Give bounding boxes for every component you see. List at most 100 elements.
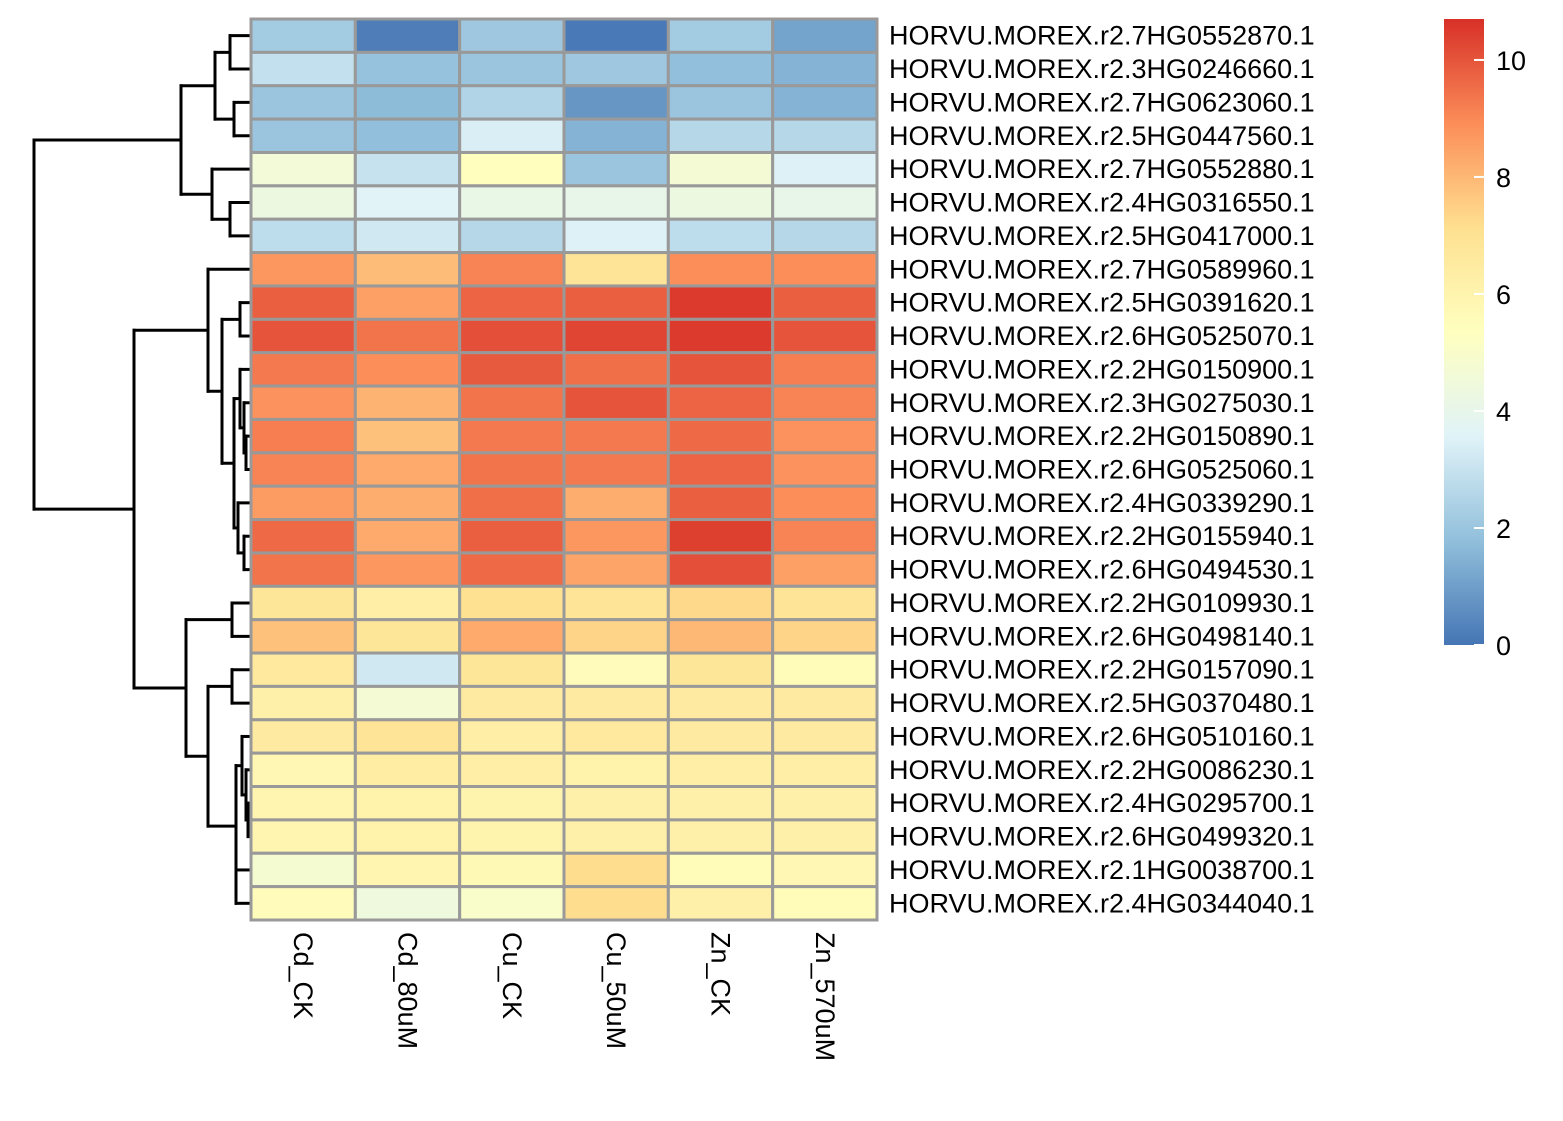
heatmap-cell xyxy=(249,651,357,688)
heatmap-cell xyxy=(353,351,462,388)
heatmap-cell xyxy=(771,351,879,388)
heatmap-cell xyxy=(771,184,879,221)
heatmap-cell xyxy=(771,618,879,655)
colorbar-tick-label: 4 xyxy=(1496,397,1511,427)
heatmap-cell xyxy=(458,684,566,722)
column-label: Cd_80uM xyxy=(393,932,423,1049)
heatmap-cell xyxy=(458,284,566,321)
heatmap-cell xyxy=(249,851,357,889)
colorbar-tick-label: 10 xyxy=(1496,46,1526,76)
row-label: HORVU.MOREX.r2.7HG0589960.1 xyxy=(889,254,1315,284)
column-labels: Cd_CK Cd_80uM Cu_CK Cu_50uM Zn_CK Zn_570uM xyxy=(288,932,840,1061)
heatmap-cell xyxy=(458,551,566,588)
heatmap-cell xyxy=(249,184,357,221)
heatmap-cell xyxy=(353,217,462,255)
heatmap-cell xyxy=(666,317,775,355)
heatmap-cell xyxy=(666,885,775,922)
heatmap-cell xyxy=(458,584,566,622)
heatmap-cell xyxy=(458,150,566,188)
heatmap-cell xyxy=(458,50,566,88)
heatmap-cell xyxy=(562,684,670,722)
row-label: HORVU.MOREX.r2.2HG0155940.1 xyxy=(889,521,1315,551)
heatmap-cell xyxy=(249,50,357,88)
heatmap-cell xyxy=(562,651,670,688)
heatmap-cell xyxy=(666,217,775,255)
heatmap-cell xyxy=(666,84,775,121)
heatmap-cell xyxy=(771,217,879,255)
row-label: HORVU.MOREX.r2.4HG0339290.1 xyxy=(889,488,1315,518)
heatmap-cell xyxy=(562,851,670,889)
heatmap-cell xyxy=(353,451,462,488)
heatmap-cell xyxy=(666,117,775,154)
heatmap-cell xyxy=(666,584,775,622)
heatmap-cell xyxy=(562,718,670,755)
heatmap-cell xyxy=(562,384,670,421)
heatmap-cell xyxy=(249,84,357,121)
heatmap-cell xyxy=(458,217,566,255)
heatmap-cell xyxy=(458,251,566,288)
heatmap-cell xyxy=(562,551,670,588)
heatmap-cell xyxy=(458,117,566,154)
row-label: HORVU.MOREX.r2.2HG0086230.1 xyxy=(889,755,1315,785)
heatmap-cell xyxy=(666,851,775,889)
heatmap-cell xyxy=(353,184,462,221)
heatmap-cell xyxy=(562,317,670,355)
colorbar-gradient xyxy=(1444,19,1484,645)
heatmap-cell xyxy=(249,684,357,722)
heatmap-cell xyxy=(249,885,357,922)
heatmap-cell xyxy=(353,851,462,889)
heatmap-cell xyxy=(249,618,357,655)
heatmap-cell xyxy=(249,818,357,855)
heatmap-cell xyxy=(458,518,566,555)
colorbar-legend: 0 2 4 6 8 10 xyxy=(1444,19,1526,661)
heatmap-cell xyxy=(249,584,357,622)
row-label: HORVU.MOREX.r2.7HG0552870.1 xyxy=(889,21,1315,51)
heatmap-cell xyxy=(666,17,775,54)
heatmap-cell xyxy=(458,651,566,688)
row-label: HORVU.MOREX.r2.4HG0295700.1 xyxy=(889,788,1315,818)
heatmap-cell xyxy=(666,618,775,655)
heatmap-cell xyxy=(353,284,462,321)
heatmap-cell xyxy=(249,17,357,54)
heatmap-cell xyxy=(562,818,670,855)
heatmap-cell xyxy=(562,885,670,922)
heatmap-cell xyxy=(771,651,879,688)
column-label: Zn_CK xyxy=(706,932,736,1016)
heatmap-cell xyxy=(666,718,775,755)
heatmap-cell xyxy=(562,584,670,622)
heatmap-cell xyxy=(771,818,879,855)
heatmap-cell xyxy=(458,484,566,522)
heatmap-cell xyxy=(666,184,775,221)
heatmap-cell xyxy=(353,50,462,88)
heatmap-cell xyxy=(458,451,566,488)
heatmap-cell xyxy=(771,518,879,555)
row-label: HORVU.MOREX.r2.7HG0623060.1 xyxy=(889,87,1315,117)
heatmap-cell xyxy=(353,684,462,722)
heatmap-cell xyxy=(249,150,357,188)
heatmap-cell xyxy=(353,818,462,855)
heatmap-cell xyxy=(666,518,775,555)
column-label: Cu_50uM xyxy=(601,932,631,1049)
row-label: HORVU.MOREX.r2.6HG0499320.1 xyxy=(889,822,1315,852)
heatmap-cell xyxy=(458,751,566,789)
heatmap-cell xyxy=(353,618,462,655)
heatmap-cell xyxy=(666,384,775,421)
colorbar-tick-label: 8 xyxy=(1496,163,1511,193)
heatmap-cell xyxy=(666,785,775,822)
heatmap-cell xyxy=(353,885,462,922)
heatmap-cell xyxy=(353,484,462,522)
heatmap-cell xyxy=(353,317,462,355)
row-label: HORVU.MOREX.r2.6HG0510160.1 xyxy=(889,721,1315,751)
row-label: HORVU.MOREX.r2.1HG0038700.1 xyxy=(889,855,1315,885)
heatmap-cell xyxy=(353,785,462,822)
heatmap-cell xyxy=(458,184,566,221)
heatmap-cell xyxy=(562,251,670,288)
heatmap-cell xyxy=(666,451,775,488)
row-label: HORVU.MOREX.r2.3HG0275030.1 xyxy=(889,388,1315,418)
heatmap-cell xyxy=(771,718,879,755)
column-label: Zn_570uM xyxy=(810,932,840,1061)
heatmap-cell xyxy=(562,184,670,221)
heatmap-cell xyxy=(353,117,462,154)
heatmap-cell xyxy=(249,284,357,321)
heatmap-cell xyxy=(249,384,357,421)
